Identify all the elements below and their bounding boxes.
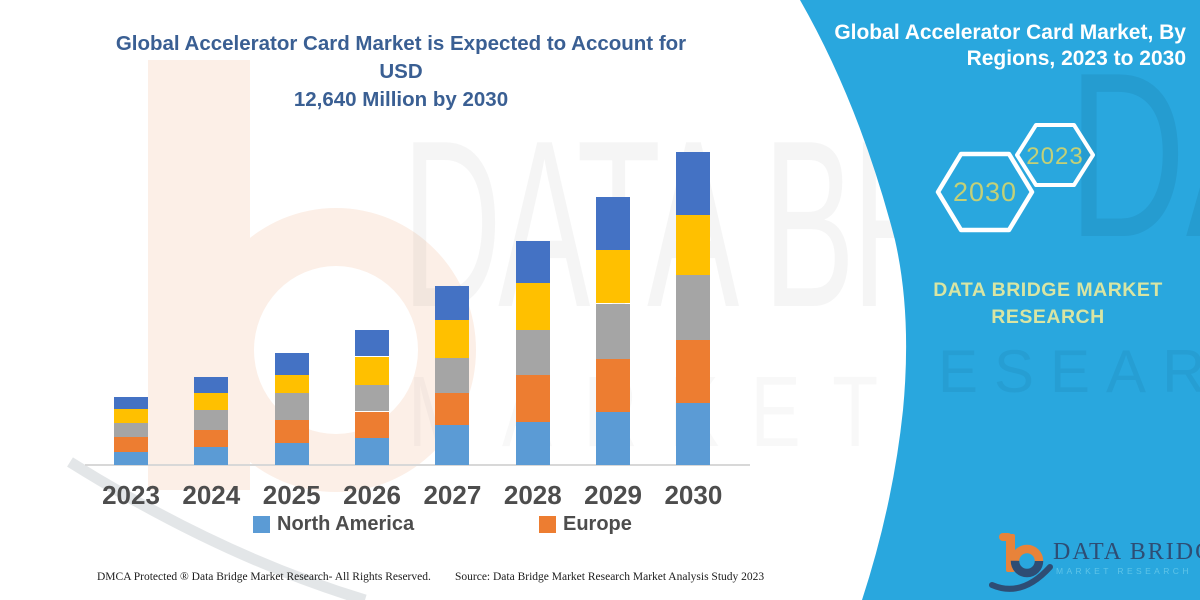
- x-axis-label: 2030: [664, 480, 723, 510]
- panel-background-shape: [800, 0, 1200, 600]
- panel-header-line2: Regions, 2023 to 2030: [967, 47, 1186, 70]
- bar-segment: [515, 421, 550, 465]
- x-axis-label: 2023: [102, 480, 160, 510]
- panel-header-line1: Global Accelerator Card Market, By: [834, 21, 1186, 44]
- dbmr-logo: DATA BRIDGE MARKET RESEARCH: [989, 533, 1200, 592]
- bar-segment: [435, 285, 470, 320]
- bar-segment: [114, 423, 148, 437]
- x-axis-label: 2024: [182, 480, 241, 510]
- bar-segment: [194, 446, 229, 465]
- bar-segment: [114, 409, 148, 424]
- bar-segment: [355, 438, 389, 465]
- x-axis-label: 2025: [262, 480, 321, 510]
- bar-segment: [355, 329, 389, 357]
- bar-segment: [274, 374, 309, 394]
- x-axis-label: 2029: [584, 480, 643, 510]
- bar-segment: [596, 411, 631, 465]
- bar-segment: [355, 356, 389, 385]
- logo-subtitle: MARKET RESEARCH: [1056, 566, 1192, 576]
- bar-segment: [676, 274, 711, 340]
- bar-segment: [194, 410, 229, 431]
- x-axis-label: 2026: [343, 480, 401, 510]
- bar-segment: [596, 250, 631, 304]
- bar-segment: [435, 319, 470, 359]
- legend-item-north-america: North America: [253, 513, 414, 536]
- bar-segment: [274, 353, 309, 375]
- bar-segment: [596, 196, 631, 251]
- logo-b-hook: [999, 533, 1012, 541]
- bar-segment: [194, 393, 229, 410]
- hexagon-2030: [935, 151, 1035, 233]
- bar-segment: [355, 411, 389, 439]
- bar-segment: [676, 403, 711, 465]
- bar-segment: [274, 419, 309, 444]
- bar-segment: [676, 152, 711, 215]
- logo-b-mark: [989, 533, 1053, 592]
- bar-segment: [114, 436, 148, 453]
- bar-segment: [114, 396, 148, 410]
- x-axis: [85, 464, 750, 466]
- panel-brand-line1: DATA BRIDGE MARKET: [933, 279, 1163, 301]
- bar-segment: [676, 340, 711, 404]
- chart-legend: North America Europe: [0, 513, 750, 537]
- bar-segment: [194, 430, 229, 447]
- chart-title: Global Accelerator Card Market is Expect…: [95, 30, 707, 114]
- legend-label-europe: Europe: [563, 513, 632, 535]
- bar-segment: [274, 443, 309, 465]
- panel-brand-line2: RESEARCH: [991, 306, 1104, 328]
- bar-segment: [596, 303, 631, 359]
- x-axis-label: 2027: [423, 480, 482, 510]
- logo-swoosh: [989, 564, 1053, 592]
- logo-wordmark: DATA BRIDGE: [1053, 539, 1200, 565]
- footer-source-text: Source: Data Bridge Market Research Mark…: [455, 571, 765, 583]
- bar-segment: [515, 374, 550, 422]
- hexagon-2023: [1015, 123, 1095, 187]
- bar-segment: [515, 329, 550, 375]
- chart-title-line1: Global Accelerator Card Market is Expect…: [115, 32, 687, 83]
- bar-segment: [274, 393, 309, 420]
- bar-segment: [435, 424, 470, 465]
- bar-segment: [515, 241, 550, 283]
- legend-item-europe: Europe: [539, 513, 632, 536]
- hexagon-2023-year-label: 2023: [1026, 143, 1083, 170]
- legend-swatch-europe: [539, 516, 556, 533]
- bar-segment: [435, 358, 470, 394]
- logo-b-bowl-navy: [1010, 544, 1044, 578]
- legend-label-north-america: North America: [277, 513, 415, 535]
- chart-title-line2: 12,640 Million by 2030: [293, 88, 509, 111]
- legend-swatch-north-america: [253, 516, 270, 533]
- bar-segment: [355, 384, 389, 412]
- bar-segment: [194, 376, 229, 394]
- x-axis-label: 2028: [503, 480, 562, 510]
- bar-segment: [515, 283, 550, 330]
- bar-segment: [435, 393, 470, 425]
- panel-watermark-row2: ESEARCH: [938, 338, 1200, 405]
- hexagon-2030-year-label: 2030: [953, 177, 1017, 207]
- bar-segment: [114, 452, 148, 465]
- bar-segment: [676, 214, 711, 275]
- footer-dmca-text: DMCA Protected ® Data Bridge Market Rese…: [97, 571, 431, 583]
- bar-segment: [596, 358, 631, 412]
